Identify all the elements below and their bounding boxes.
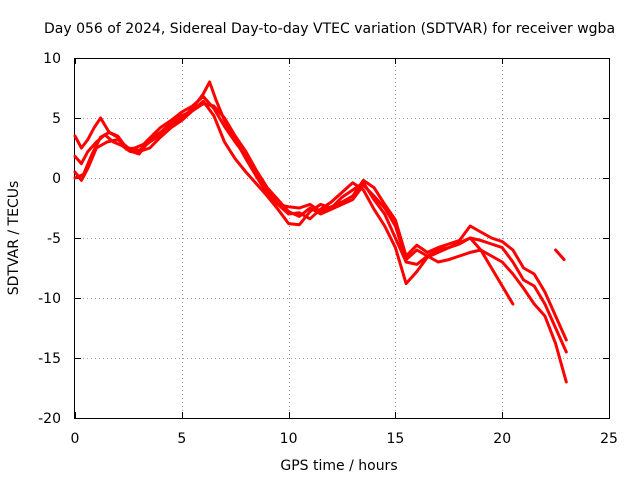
- y-tick-label: -15: [38, 351, 61, 367]
- grid: [75, 58, 609, 418]
- x-tick-label: 25: [600, 431, 618, 447]
- y-tick-label: 5: [52, 111, 61, 127]
- y-tick-label: -10: [38, 291, 61, 307]
- x-tick-label: 0: [71, 431, 80, 447]
- plot-frame: [74, 58, 610, 419]
- x-tick-label: 15: [386, 431, 404, 447]
- chart-title: Day 056 of 2024, Sidereal Day-to-day VTE…: [44, 21, 615, 37]
- y-tick-label: -20: [38, 411, 61, 427]
- x-axis-ticks: 0 5 10 15 20 25: [71, 58, 618, 447]
- y-axis-title: SDTVAR / TECUs: [6, 181, 22, 296]
- x-tick-label: 5: [177, 431, 186, 447]
- y-axis-ticks: 10 5 0 -5 -10 -15 -20: [38, 51, 609, 427]
- x-axis-title: GPS time / hours: [280, 458, 397, 474]
- x-tick-label: 20: [493, 431, 511, 447]
- y-tick-label: 10: [43, 51, 61, 67]
- series-line-trace-4: [73, 80, 515, 306]
- series-line-trace-1: [73, 94, 568, 342]
- y-tick-label: 0: [52, 171, 61, 187]
- y-tick-label: -5: [47, 231, 61, 247]
- series-group: [73, 80, 568, 384]
- series-line-trace-5: [554, 248, 566, 262]
- x-tick-label: 10: [280, 431, 298, 447]
